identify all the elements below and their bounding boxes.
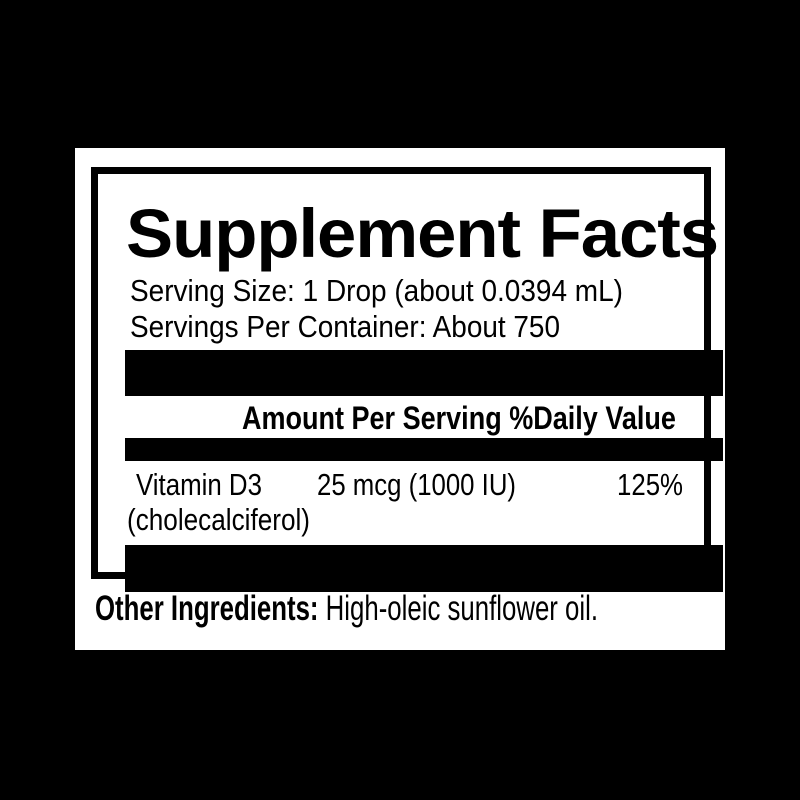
supplement-facts-box: Supplement Facts Serving Size: 1 Drop (a… — [91, 167, 723, 592]
separator-bar-thick-bottom — [125, 545, 723, 592]
nutrient-name: Vitamin D3 — [136, 467, 262, 502]
nutrient-name-detail: (cholecalciferol) — [127, 502, 310, 537]
nutrient-daily-value: 125% — [617, 467, 683, 502]
amount-per-serving-daily-value-header: Amount Per Serving %Daily Value — [242, 400, 676, 436]
supplement-facts-panel: Supplement Facts Serving Size: 1 Drop (a… — [75, 148, 725, 650]
other-ingredients-label: Other Ingredients: — [95, 589, 319, 628]
supplement-facts-title: Supplement Facts — [126, 195, 719, 272]
column-header-row: Amount Per Serving %Daily Value — [162, 402, 676, 434]
separator-bar-thin — [125, 438, 723, 461]
serving-size-text: Serving Size: 1 Drop (about 0.0394 mL) — [130, 273, 623, 308]
other-ingredients-value: High-oleic sunflower oil. — [325, 589, 598, 628]
nutrient-amount: 25 mcg (1000 IU) — [317, 467, 516, 502]
servings-per-container-text: Servings Per Container: About 750 — [130, 309, 560, 344]
other-ingredients-line: Other Ingredients: High-oleic sunflower … — [95, 590, 598, 628]
separator-bar-thick-top — [125, 350, 723, 396]
